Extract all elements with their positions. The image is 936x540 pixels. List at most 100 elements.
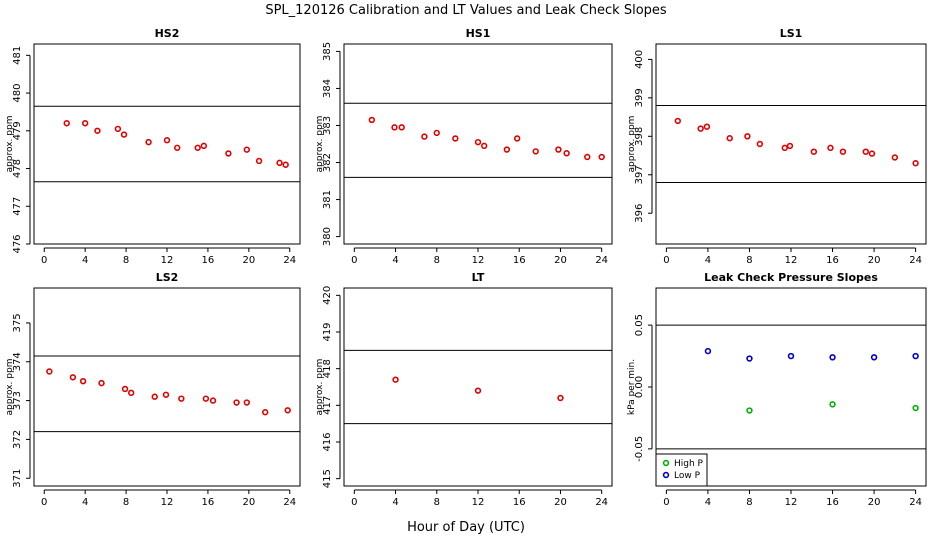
x-axis: 0 4 8 12 16 20 24	[663, 247, 922, 266]
data-point	[194, 144, 201, 151]
x-tick-label: 0	[351, 255, 357, 266]
x-tick-label: 20	[868, 255, 881, 266]
series-low-p	[704, 347, 919, 362]
y-tick-label: 397	[634, 165, 645, 184]
x-tick-label: 24	[283, 255, 296, 266]
series-values	[368, 116, 605, 161]
x-tick-label: 8	[434, 255, 440, 266]
data-point	[703, 123, 711, 130]
x-tick-label: 12	[472, 255, 485, 266]
x-tick-label: 4	[392, 255, 398, 266]
data-point	[756, 140, 764, 148]
x-axis: 0 4 8 12 16 20 24	[41, 489, 296, 508]
data-point	[255, 157, 263, 165]
data-point	[862, 148, 869, 155]
y-tick-label: 419	[322, 322, 333, 341]
y-tick-label: 373	[12, 391, 23, 410]
legend-box	[655, 453, 708, 487]
y-tick-label: 399	[634, 88, 645, 107]
x-tick-label: 0	[41, 497, 47, 508]
plot-frame	[655, 287, 927, 487]
x-tick-label: 12	[785, 255, 798, 266]
data-point	[94, 127, 101, 134]
data-point	[704, 347, 712, 355]
x-tick-label: 4	[705, 497, 711, 508]
data-point	[781, 144, 788, 152]
data-point	[174, 144, 181, 151]
y-tick-label: 415	[322, 469, 333, 488]
x-tick-label: 16	[513, 497, 526, 508]
data-point	[452, 135, 459, 142]
data-point	[243, 146, 251, 153]
y-tick-label: 420	[322, 286, 333, 305]
y-tick-label: 476	[12, 234, 23, 253]
data-point	[120, 131, 128, 138]
data-point	[81, 120, 89, 127]
y-axis-title: kPa per min.	[627, 359, 637, 415]
legend-label: High P	[674, 459, 704, 469]
x-tick-label: 16	[513, 255, 526, 266]
y-tick-label: 400	[634, 50, 645, 69]
panel-hs2: HS2 0 4 8 12 16 20 24 476 477 478 479 480 481 approx. …	[5, 27, 301, 266]
y-axis: 396 397 398 399 400	[634, 50, 653, 223]
data-point	[557, 394, 564, 402]
y-tick-label: 375	[12, 313, 23, 332]
data-point	[163, 137, 171, 144]
data-point	[98, 379, 105, 387]
data-point	[474, 387, 482, 394]
data-point	[145, 138, 152, 146]
data-point	[555, 146, 562, 153]
data-point	[829, 354, 836, 361]
panel-title: HS2	[155, 27, 180, 40]
x-axis: 0 4 8 12 16 20 24	[663, 489, 922, 508]
panel-title: Leak Check Pressure Slopes	[704, 271, 878, 284]
y-axis-title: approx. ppm	[315, 116, 325, 173]
data-point	[114, 125, 122, 133]
y-tick-label: 0.05	[634, 314, 645, 336]
x-tick-label: 8	[746, 255, 752, 266]
panel-title: LS2	[156, 271, 179, 284]
data-point	[200, 142, 208, 150]
panel-title: LT	[472, 271, 485, 284]
data-point	[421, 133, 428, 140]
data-point	[162, 391, 170, 398]
plot-frame	[343, 43, 613, 245]
data-point	[912, 404, 919, 412]
y-tick-label: 371	[12, 469, 23, 488]
y-tick-label: 418	[322, 359, 333, 378]
data-point	[868, 150, 876, 157]
x-tick-label: 16	[826, 255, 839, 266]
data-point	[282, 161, 289, 168]
y-tick-label: 479	[12, 121, 23, 140]
data-point	[870, 354, 878, 361]
data-point	[829, 401, 836, 408]
data-point	[584, 153, 591, 161]
x-tick-label: 0	[663, 497, 669, 508]
x-tick-label: 16	[202, 255, 215, 266]
figure-title: SPL_120126 Calibration and LT Values and…	[265, 3, 667, 18]
panel-ls2: LS2 0 4 8 12 16 20 24 371 372 373 374 375 approx. ppm	[5, 271, 301, 508]
data-point	[912, 352, 919, 360]
plot-frame	[655, 43, 927, 245]
panel-hs1: HS1 0 4 8 12 16 20 24 380 381 382 383 384 385 approx. …	[315, 27, 613, 266]
y-tick-label: 396	[634, 204, 645, 223]
data-point	[503, 146, 511, 153]
y-tick-label: 481	[12, 46, 23, 65]
data-point	[63, 120, 70, 127]
x-tick-label: 12	[161, 497, 174, 508]
y-tick-label: 380	[322, 227, 333, 246]
x-tick-label: 16	[202, 497, 215, 508]
data-point	[433, 129, 440, 137]
x-tick-label: 0	[41, 255, 47, 266]
y-axis-title: approx. ppm	[315, 359, 325, 416]
x-tick-label: 0	[351, 497, 357, 508]
series-high-p	[746, 401, 919, 414]
y-tick-label: 374	[12, 352, 23, 371]
data-point	[598, 153, 605, 161]
legend-marker	[662, 459, 670, 467]
x-axis: 0 4 8 12 16 20 24	[351, 489, 608, 508]
x-tick-label: 20	[242, 497, 255, 508]
data-point	[151, 393, 158, 400]
